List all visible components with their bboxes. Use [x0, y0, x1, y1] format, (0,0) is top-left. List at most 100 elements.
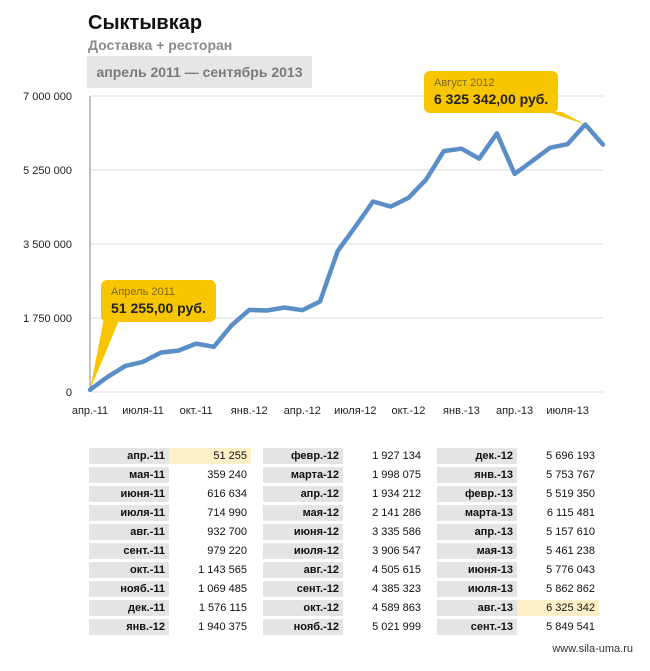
- value-cell: 5 461 238: [546, 545, 595, 557]
- x-tick-label: апр.-11: [72, 405, 108, 417]
- value-cell: 4 385 323: [372, 583, 421, 595]
- callout-peak-pointer: [548, 112, 586, 125]
- month-cell: апр.-13: [437, 524, 517, 540]
- value-cell: 5 862 862: [546, 583, 595, 595]
- x-tick-label: июля-12: [334, 405, 376, 417]
- value-cell: 1 940 375: [198, 621, 247, 633]
- value-cell: 1 927 134: [372, 450, 421, 462]
- value-cell: 616 634: [207, 488, 247, 500]
- table-row: мая-13 5 461 238: [437, 543, 599, 559]
- y-tick-label: 7 000 000: [23, 91, 72, 103]
- data-point: [194, 342, 198, 346]
- data-point: [371, 199, 375, 203]
- value-cell: 3 335 586: [372, 526, 421, 538]
- value-cell: 5 021 999: [372, 621, 421, 633]
- table-row: сент.-13 5 849 541: [437, 619, 599, 635]
- month-cell: июня-12: [263, 524, 343, 540]
- value-cell: 1 576 115: [198, 602, 247, 614]
- data-point: [212, 345, 216, 349]
- x-tick-label: июля-13: [546, 405, 588, 417]
- data-point: [548, 146, 552, 150]
- month-cell: авг.-11: [89, 524, 169, 540]
- table-row: сент.-11 979 220: [89, 543, 251, 559]
- table-row: нояб.-12 5 021 999: [263, 619, 425, 635]
- value-cell: 1 998 075: [372, 469, 421, 481]
- data-point: [459, 147, 463, 151]
- data-point: [141, 360, 145, 364]
- callout-start: Апрель 2011 51 255,00 руб.: [101, 280, 216, 322]
- table-row: апр.-12 1 934 212: [263, 486, 425, 502]
- data-point: [442, 149, 446, 153]
- value-cell: 714 990: [207, 507, 247, 519]
- value-cell: 4 589 863: [372, 602, 421, 614]
- value-cell: 5 157 610: [546, 526, 595, 538]
- chart-subtitle: Доставка + ресторан: [88, 37, 233, 53]
- table-row: июля-13 5 862 862: [437, 581, 599, 597]
- value-cell: 1 143 565: [198, 564, 247, 576]
- chart-title: Сыктывкар: [88, 12, 203, 34]
- x-tick-label: янв.-12: [231, 405, 268, 417]
- data-point: [283, 306, 287, 310]
- data-table-col-3: дек.-12 5 696 193 янв.-13 5 753 767 февр.-13…: [437, 445, 599, 638]
- value-cell: 932 700: [207, 526, 247, 538]
- footer-url: www.sila-uma.ru: [552, 643, 633, 655]
- callout-start-value: 51 255,00 руб.: [111, 300, 206, 316]
- y-tick-label: 3 500 000: [23, 239, 72, 251]
- value-cell: 51 255: [169, 448, 251, 464]
- month-cell: июня-11: [89, 486, 169, 502]
- month-cell: сент.-13: [437, 619, 517, 635]
- data-point: [300, 308, 304, 312]
- callout-peak-value: 6 325 342,00 руб.: [434, 91, 549, 107]
- table-row: окт.-12 4 589 863: [263, 600, 425, 616]
- y-tick-label: 1 750 000: [23, 313, 72, 325]
- data-point: [247, 308, 251, 312]
- table-row: авг.-12 4 505 615: [263, 562, 425, 578]
- table-row: февр.-12 1 927 134: [263, 448, 425, 464]
- data-table-col-1: апр.-11 51 255 мая-11 359 240 июня-11 616 634…: [89, 445, 251, 638]
- table-row: февр.-13 5 519 350: [437, 486, 599, 502]
- month-cell: нояб.-12: [263, 619, 343, 635]
- month-cell: апр.-12: [263, 486, 343, 502]
- data-point: [566, 142, 570, 146]
- table-row: июня-11 616 634: [89, 486, 251, 502]
- table-row: нояб.-11 1 069 485: [89, 581, 251, 597]
- data-point: [176, 349, 180, 353]
- month-cell: февр.-12: [263, 448, 343, 464]
- month-cell: сент.-11: [89, 543, 169, 559]
- data-point: [318, 299, 322, 303]
- month-cell: сент.-12: [263, 581, 343, 597]
- table-row: янв.-12 1 940 375: [89, 619, 251, 635]
- data-point: [389, 205, 393, 209]
- data-point: [477, 157, 481, 161]
- month-cell: февр.-13: [437, 486, 517, 502]
- data-table-col-2: февр.-12 1 927 134 марта-12 1 998 075 апр.-1…: [263, 445, 425, 638]
- value-cell: 5 696 193: [546, 450, 595, 462]
- table-row: дек.-12 5 696 193: [437, 448, 599, 464]
- data-point: [513, 172, 517, 176]
- month-cell: янв.-12: [89, 619, 169, 635]
- table-row: июля-11 714 990: [89, 505, 251, 521]
- value-cell: 3 906 547: [372, 545, 421, 557]
- month-cell: дек.-12: [437, 448, 517, 464]
- data-point: [336, 249, 340, 253]
- month-cell: апр.-11: [89, 448, 169, 464]
- data-point: [123, 364, 127, 368]
- table-row: марта-13 6 115 481: [437, 505, 599, 521]
- x-tick-label: апр.-12: [284, 405, 321, 417]
- x-tick-label: окт.-12: [391, 405, 425, 417]
- value-cell: 2 141 286: [372, 507, 421, 519]
- month-cell: окт.-11: [89, 562, 169, 578]
- month-cell: июля-13: [437, 581, 517, 597]
- callout-start-pointer: [90, 318, 120, 390]
- data-point: [601, 143, 605, 147]
- x-tick-label: окт.-11: [180, 405, 213, 417]
- month-cell: окт.-12: [263, 600, 343, 616]
- month-cell: мая-12: [263, 505, 343, 521]
- value-cell: 6 325 342: [517, 600, 599, 616]
- month-cell: мая-13: [437, 543, 517, 559]
- month-cell: нояб.-11: [89, 581, 169, 597]
- data-point: [88, 388, 92, 392]
- value-cell: 4 505 615: [372, 564, 421, 576]
- data-point: [583, 123, 587, 127]
- data-point: [353, 225, 357, 229]
